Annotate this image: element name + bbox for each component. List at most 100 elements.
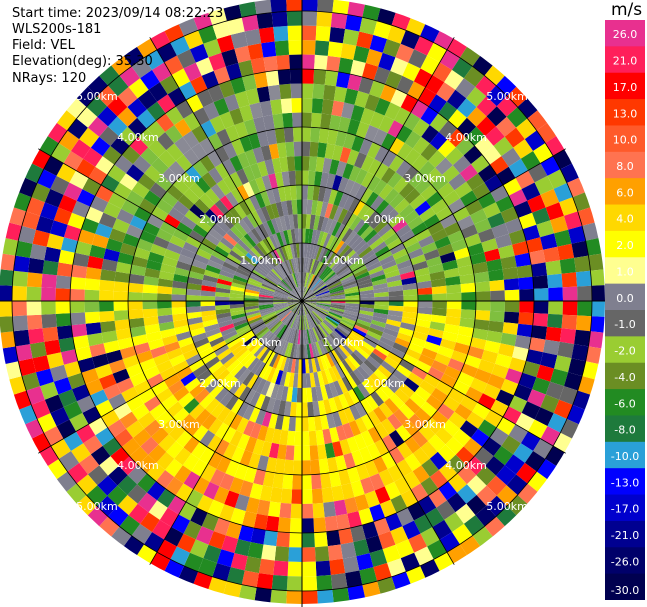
colorbar-units: m/s <box>611 0 643 20</box>
velocity-cell <box>298 228 302 244</box>
velocity-cell <box>307 314 314 329</box>
velocity-cell <box>435 380 453 396</box>
velocity-cell <box>200 290 216 297</box>
velocity-cell <box>117 475 138 495</box>
velocity-cell <box>293 258 298 273</box>
velocity-cell <box>532 207 551 225</box>
velocity-cell <box>478 228 496 243</box>
velocity-cell <box>100 269 116 282</box>
velocity-cell <box>331 298 346 301</box>
velocity-cell <box>288 295 302 301</box>
velocity-cell <box>341 277 357 286</box>
velocity-cell <box>155 410 173 428</box>
velocity-cell <box>218 504 235 522</box>
velocity-cell <box>315 429 325 446</box>
velocity-cell <box>200 301 216 307</box>
velocity-cell <box>302 287 308 301</box>
velocity-cell <box>350 525 366 543</box>
velocity-cell <box>403 209 420 225</box>
velocity-cell <box>205 188 220 204</box>
velocity-cell <box>146 120 166 140</box>
velocity-cell <box>296 287 302 301</box>
colorbar-block <box>605 72 645 100</box>
velocity-cell <box>395 43 415 63</box>
velocity-cell <box>500 206 519 224</box>
velocity-cell <box>270 487 283 503</box>
velocity-cell <box>291 290 302 301</box>
velocity-cell <box>243 255 257 267</box>
velocity-cell <box>302 387 308 403</box>
velocity-cell <box>171 307 187 315</box>
velocity-cell <box>229 289 245 295</box>
velocity-cell <box>201 285 217 292</box>
velocity-cell <box>330 289 345 295</box>
velocity-cell <box>195 408 211 425</box>
velocity-cell <box>192 160 209 177</box>
velocity-cell <box>352 386 366 402</box>
velocity-cell <box>470 208 488 225</box>
velocity-cell <box>369 549 388 568</box>
velocity-cell <box>119 66 141 87</box>
velocity-cell <box>161 394 178 411</box>
velocity-cell <box>351 135 365 153</box>
velocity-cell <box>501 435 521 455</box>
velocity-cell <box>250 163 262 180</box>
velocity-cell <box>420 184 438 201</box>
velocity-cell <box>215 368 231 383</box>
velocity-cell <box>475 301 491 311</box>
velocity-cell <box>136 238 154 252</box>
velocity-cell <box>41 301 56 315</box>
velocity-cell <box>312 310 325 321</box>
velocity-cell <box>312 83 325 100</box>
velocity-cell <box>377 576 397 596</box>
velocity-cell <box>350 330 365 341</box>
velocity-cell <box>359 17 378 35</box>
velocity-cell <box>239 330 254 341</box>
velocity-cell <box>216 241 232 254</box>
velocity-cell <box>302 301 314 311</box>
velocity-cell <box>208 360 224 374</box>
velocity-cell <box>390 89 408 108</box>
velocity-cell <box>121 437 141 457</box>
velocity-cell <box>437 403 455 420</box>
velocity-cell <box>481 349 499 364</box>
velocity-cell <box>329 308 344 315</box>
velocity-cell <box>116 208 134 225</box>
velocity-cell <box>226 567 245 585</box>
velocity-cell <box>250 272 265 282</box>
velocity-cell <box>456 334 473 346</box>
velocity-cell <box>273 560 289 577</box>
colorbar-block <box>605 362 645 390</box>
velocity-cell <box>95 427 115 446</box>
velocity-cell <box>157 293 172 301</box>
velocity-cell <box>286 576 302 591</box>
velocity-cell <box>415 360 432 374</box>
velocity-cell <box>269 234 279 250</box>
velocity-cell <box>138 128 157 148</box>
colorbar-tick-label: 0.0 <box>616 292 634 305</box>
velocity-cell <box>356 365 370 380</box>
velocity-cell <box>308 313 317 327</box>
velocity-cell <box>313 326 322 341</box>
velocity-cell <box>172 360 189 374</box>
velocity-cell <box>208 418 223 435</box>
velocity-cell <box>442 259 458 271</box>
velocity-cell <box>215 146 230 163</box>
velocity-cell <box>417 287 433 295</box>
velocity-cell <box>267 336 279 350</box>
velocity-cell <box>127 117 147 137</box>
range-ring-label: 1.00km <box>240 254 282 267</box>
velocity-cell <box>131 523 152 545</box>
velocity-cell <box>233 203 247 219</box>
velocity-cell <box>387 310 403 317</box>
velocity-cell <box>354 90 370 108</box>
velocity-cell <box>35 368 54 387</box>
velocity-cell <box>77 357 96 373</box>
velocity-cell <box>313 342 320 357</box>
velocity-cell <box>323 399 332 415</box>
velocity-cell <box>84 289 100 301</box>
velocity-cell <box>466 495 487 516</box>
velocity-cell <box>516 264 533 279</box>
range-ring-label: 1.00km <box>240 336 282 349</box>
velocity-cell <box>577 206 597 226</box>
